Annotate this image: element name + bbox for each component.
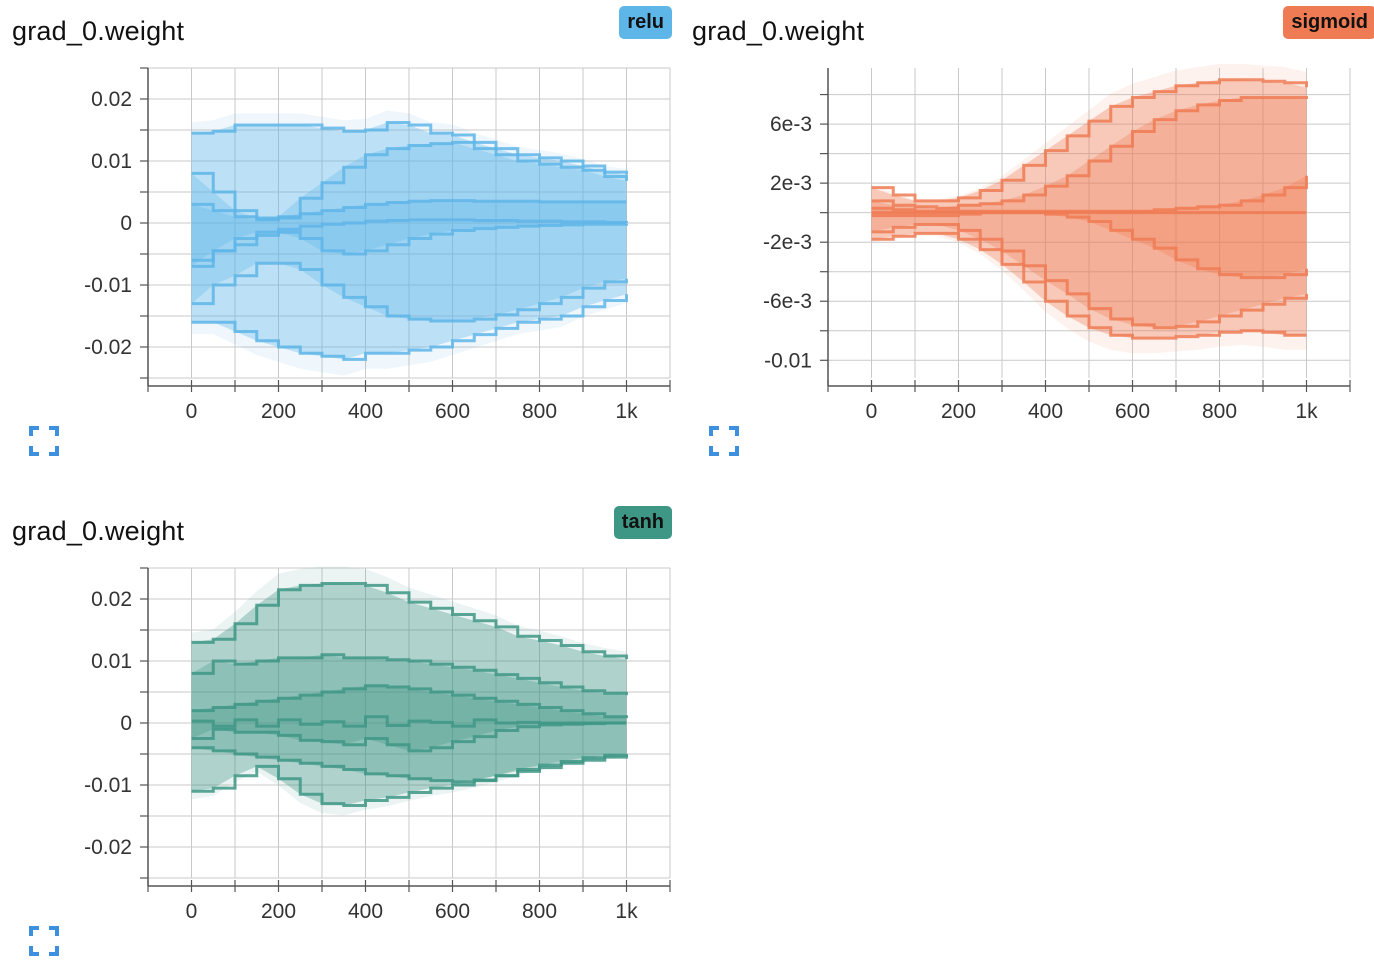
y-tick-label: 0	[120, 712, 132, 735]
percentile-line-p93	[191, 653, 628, 696]
percentile-line-max	[191, 582, 628, 660]
x-tick-label: 0	[186, 400, 198, 423]
x-tick-label: 1k	[615, 900, 638, 923]
card-title: grad_0.weight	[692, 16, 865, 46]
card-title: grad_0.weight	[12, 516, 185, 546]
run-badge-relu: relu	[619, 6, 672, 39]
x-tick-label: 200	[261, 400, 296, 423]
y-tick-label: 0.02	[91, 88, 132, 111]
y-tick-label: 6e-3	[770, 113, 812, 136]
x-tick-label: 400	[1028, 400, 1063, 423]
histogram-card-tanh: grad_0.weight tanh 0.02 0.01 0 -0.01 -0.02 0 2…	[12, 500, 676, 978]
band-halo	[871, 63, 1307, 354]
y-tick-label: -2e-3	[763, 231, 812, 254]
x-tick-label: 0	[866, 400, 878, 423]
y-tick-label: 0.01	[91, 150, 132, 173]
y-tick-label: -6e-3	[763, 290, 812, 313]
band-max-min	[871, 79, 1307, 339]
histogram-card-relu: grad_0.weight relu 0.02 0.01 0 -0.01 -0.02 0 2…	[12, 0, 676, 478]
x-tick-label: 600	[435, 900, 470, 923]
run-badge-sigmoid: sigmoid	[1283, 6, 1374, 39]
percentile-line-p93	[191, 140, 628, 220]
percentile-line-min	[871, 231, 1307, 340]
run-badge-tanh: tanh	[613, 506, 672, 539]
percentile-line-p7	[191, 261, 628, 323]
percentile-line-min	[191, 753, 628, 807]
percentile-line-max	[191, 121, 628, 175]
percentile-line-p16	[191, 721, 627, 753]
y-tick-label: 0.02	[91, 588, 132, 611]
distribution-chart-relu: 0.02 0.01 0 -0.01 -0.02 0 200 400 600 800 1k	[84, 67, 671, 423]
expand-button[interactable]	[29, 926, 59, 956]
percentile-line-p16	[871, 211, 1308, 280]
x-tick-label: 600	[435, 400, 470, 423]
x-tick-label: 400	[348, 400, 383, 423]
percentile-line-max	[871, 78, 1308, 203]
x-tick-label: 200	[941, 400, 976, 423]
percentile-line-p84	[191, 684, 628, 719]
x-tick-label: 800	[1202, 400, 1237, 423]
percentile-line-min	[191, 294, 628, 361]
band-p84-p16	[871, 175, 1307, 278]
x-tick-label: 1k	[1295, 400, 1318, 423]
y-tick-label: 2e-3	[770, 172, 812, 195]
expand-button[interactable]	[29, 426, 59, 456]
band-max-min	[191, 583, 627, 806]
band-p93-p7	[191, 142, 627, 321]
x-tick-label: 800	[522, 900, 557, 923]
percentile-line-p93	[871, 96, 1308, 210]
y-tick-label: 0	[120, 212, 132, 235]
x-tick-label: 800	[522, 400, 557, 423]
y-tick-label: -0.01	[84, 774, 132, 797]
y-tick-label: -0.02	[84, 836, 132, 859]
distribution-chart-sigmoid: 6e-3 2e-3 -2e-3 -6e-3 -0.01 0 200 400 600 800 1k	[763, 63, 1351, 423]
distribution-chart-tanh: 0.02 0.01 0 -0.01 -0.02 0 200 400 600 800 1k	[84, 566, 671, 923]
percentile-line-p7	[871, 222, 1308, 330]
y-tick-label: -0.01	[764, 349, 812, 372]
x-tick-label: 1k	[615, 400, 638, 423]
histogram-card-sigmoid: grad_0.weight sigmoid 6e-3 2e-3 -2e-3 -6e-3…	[692, 0, 1374, 478]
card-title: grad_0.weight	[12, 16, 185, 46]
y-tick-label: -0.01	[84, 274, 132, 297]
x-tick-label: 600	[1115, 400, 1150, 423]
y-tick-label: -0.02	[84, 336, 132, 359]
x-tick-label: 0	[186, 900, 198, 923]
y-tick-label: 0.01	[91, 650, 132, 673]
fullscreen-icon	[709, 426, 739, 456]
fullscreen-icon	[29, 426, 59, 456]
band-p93-p7	[191, 654, 627, 782]
grid	[147, 67, 671, 379]
percentile-line-p50	[191, 715, 627, 728]
percentile-line-p16	[191, 222, 628, 268]
fullscreen-icon	[29, 926, 59, 956]
x-tick-label: 400	[348, 900, 383, 923]
expand-button[interactable]	[709, 426, 739, 456]
x-tick-label: 200	[261, 900, 296, 923]
percentile-line-p84	[191, 199, 627, 222]
